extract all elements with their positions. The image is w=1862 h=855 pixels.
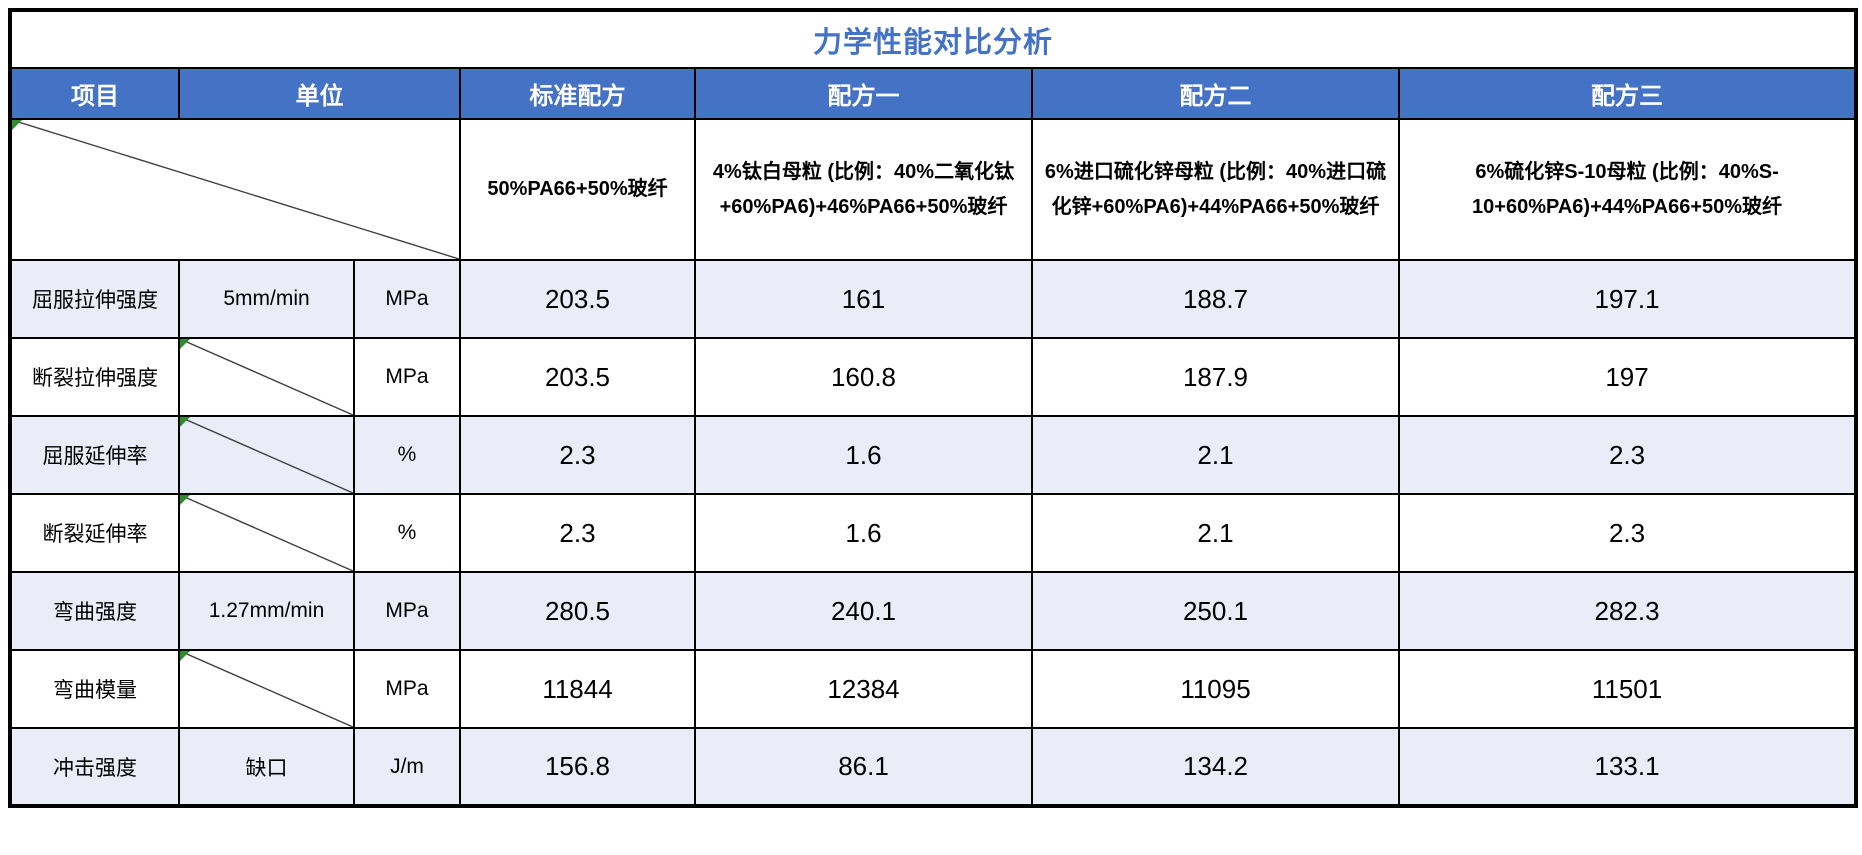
unit-cell[interactable]: % [353,415,461,495]
condition-cell[interactable]: 缺口 [178,727,355,807]
row-label-cell[interactable]: 弯曲模量 [9,649,180,729]
value-cell[interactable]: 12384 [694,649,1033,729]
table-row: 屈服拉伸强度 5mm/min MPa 203.5 161 188.7 197.1 [9,259,1858,339]
value-cell[interactable]: 11501 [1397,649,1858,729]
unit-cell[interactable]: MPa [353,571,461,651]
formula-desc-1[interactable]: 4%钛白母粒 (比例：40%二氧化钛+60%PA6)+46%PA66+50%玻纤 [694,118,1033,261]
value-cell[interactable]: 2.3 [459,493,696,573]
value-cell[interactable]: 250.1 [1031,571,1400,651]
formula-desc-3[interactable]: 6%硫化锌S-10母粒 (比例：40%S-10+60%PA6)+44%PA66+… [1397,118,1858,261]
value-cell[interactable]: 11844 [459,649,696,729]
col-header-unit[interactable]: 单位 [178,67,461,120]
diagonal-line-icon [12,120,459,259]
condition-cell[interactable]: 5mm/min [178,259,355,339]
error-flag-icon [181,496,190,505]
value-cell[interactable]: 156.8 [459,727,696,807]
error-flag-icon [12,121,22,130]
value-cell[interactable]: 197 [1397,337,1858,417]
diagonal-line-icon [180,417,353,493]
row-label-cell[interactable]: 断裂延伸率 [9,493,180,573]
unit-cell[interactable]: MPa [353,649,461,729]
unit-cell[interactable]: % [353,493,461,573]
error-flag-icon [181,652,190,661]
table-row: 断裂延伸率 % 2.3 1.6 2.1 2.3 [9,493,1858,573]
error-flag-icon [181,340,190,349]
mechanical-performance-table: 力学性能对比分析 项目 单位 标准配方 配方一 配方二 配方三 50%PA66+… [8,8,1859,808]
diagonal-line-icon [180,495,353,571]
value-cell[interactable]: 280.5 [459,571,696,651]
table-row: 屈服延伸率 % 2.3 1.6 2.1 2.3 [9,415,1858,495]
value-cell[interactable]: 188.7 [1031,259,1400,339]
diagonal-header-cell[interactable] [9,118,461,261]
col-header-standard-formula[interactable]: 标准配方 [459,67,696,120]
value-cell[interactable]: 161 [694,259,1033,339]
unit-cell[interactable]: J/m [353,727,461,807]
value-cell[interactable]: 2.1 [1031,493,1400,573]
value-cell[interactable]: 187.9 [1031,337,1400,417]
table-title: 力学性能对比分析 [8,9,1858,69]
value-cell[interactable]: 197.1 [1397,259,1858,339]
value-cell[interactable]: 86.1 [694,727,1033,807]
row-label-cell[interactable]: 屈服拉伸强度 [9,259,180,339]
value-cell[interactable]: 160.8 [694,337,1033,417]
condition-cell[interactable]: 1.27mm/min [178,571,355,651]
col-header-formula-3[interactable]: 配方三 [1397,67,1858,120]
value-cell[interactable]: 240.1 [694,571,1033,651]
condition-cell-diagonal[interactable] [178,415,355,495]
row-label-cell[interactable]: 屈服延伸率 [9,415,180,495]
col-header-formula-2[interactable]: 配方二 [1031,67,1400,120]
formula-desc-2[interactable]: 6%进口硫化锌母粒 (比例：40%进口硫化锌+60%PA6)+44%PA66+5… [1031,118,1400,261]
table-row: 弯曲强度 1.27mm/min MPa 280.5 240.1 250.1 28… [9,571,1858,651]
value-cell[interactable]: 2.1 [1031,415,1400,495]
value-cell[interactable]: 2.3 [1397,493,1858,573]
value-cell[interactable]: 203.5 [459,337,696,417]
error-flag-icon [181,418,190,427]
table-row: 冲击强度 缺口 J/m 156.8 86.1 134.2 133.1 [9,727,1858,807]
row-label-cell[interactable]: 断裂拉伸强度 [9,337,180,417]
value-cell[interactable]: 134.2 [1031,727,1400,807]
condition-cell-diagonal[interactable] [178,649,355,729]
diagonal-line-icon [180,651,353,727]
value-cell[interactable]: 1.6 [694,493,1033,573]
value-cell[interactable]: 282.3 [1397,571,1858,651]
value-cell[interactable]: 133.1 [1397,727,1858,807]
row-label-cell[interactable]: 弯曲强度 [9,571,180,651]
col-header-formula-1[interactable]: 配方一 [694,67,1033,120]
value-cell[interactable]: 1.6 [694,415,1033,495]
value-cell[interactable]: 11095 [1031,649,1400,729]
col-header-item[interactable]: 项目 [9,67,180,120]
value-cell[interactable]: 203.5 [459,259,696,339]
unit-cell[interactable]: MPa [353,259,461,339]
value-cell[interactable]: 2.3 [1397,415,1858,495]
formula-desc-standard[interactable]: 50%PA66+50%玻纤 [459,118,696,261]
condition-cell-diagonal[interactable] [178,493,355,573]
table-row: 弯曲模量 MPa 11844 12384 11095 11501 [9,649,1858,729]
table-row: 断裂拉伸强度 MPa 203.5 160.8 187.9 197 [9,337,1858,417]
value-cell[interactable]: 2.3 [459,415,696,495]
diagonal-line-icon [180,339,353,415]
condition-cell-diagonal[interactable] [178,337,355,417]
row-label-cell[interactable]: 冲击强度 [9,727,180,807]
unit-cell[interactable]: MPa [353,337,461,417]
